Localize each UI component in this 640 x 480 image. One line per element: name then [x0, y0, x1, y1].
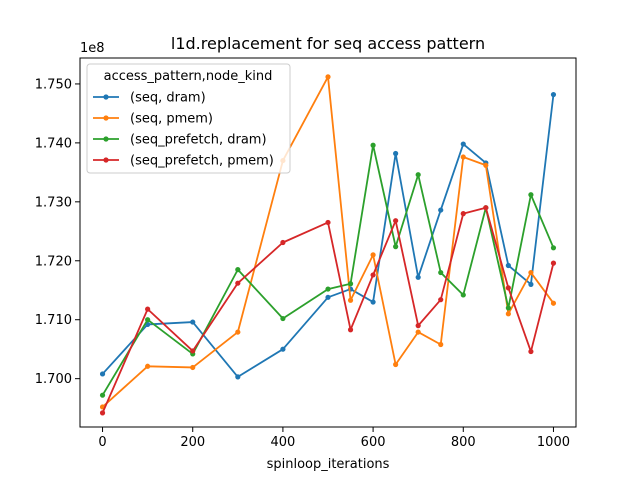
series-3: [99, 205, 557, 416]
data-point: [99, 392, 106, 398]
data-point: [190, 319, 196, 325]
legend-marker: [103, 136, 109, 142]
data-point: [438, 297, 444, 303]
data-point: [325, 294, 331, 300]
y-offset-label: 1e8: [80, 41, 105, 56]
data-point: [393, 361, 399, 368]
data-point: [235, 374, 241, 380]
y-tick-label: 1.710: [35, 313, 72, 328]
data-point: [280, 239, 286, 246]
legend-title: access_pattern,node_kind: [104, 69, 273, 84]
data-point: [190, 364, 196, 371]
data-point: [145, 317, 151, 323]
data-point: [438, 269, 444, 276]
x-tick-label: 800: [451, 435, 476, 450]
data-point: [370, 299, 376, 305]
y-tick-label: 1.700: [35, 372, 72, 387]
data-point: [505, 285, 511, 291]
data-point: [528, 269, 534, 276]
data-point: [415, 172, 421, 178]
x-axis: 0 200 400 600 800 1000: [98, 427, 570, 450]
data-point: [528, 281, 534, 287]
data-point: [370, 252, 376, 258]
data-point: [505, 262, 511, 269]
legend-label: (seq_prefetch, pmem): [130, 154, 274, 169]
data-point: [415, 274, 421, 280]
data-point: [528, 192, 534, 198]
data-point: [347, 327, 354, 333]
data-point: [550, 300, 557, 306]
data-point: [528, 348, 534, 355]
legend-marker: [103, 94, 109, 100]
data-point: [438, 207, 444, 213]
x-tick-label: 600: [361, 435, 386, 450]
data-point: [393, 150, 399, 157]
y-tick-label: 1.740: [35, 136, 72, 151]
data-point: [235, 280, 241, 286]
x-tick-label: 0: [98, 435, 106, 450]
data-point: [235, 267, 241, 273]
data-point: [393, 218, 399, 224]
data-point: [505, 305, 511, 311]
data-point: [325, 219, 331, 226]
series-line: [101, 206, 555, 414]
legend-label: (seq, pmem): [130, 112, 213, 127]
data-point: [370, 142, 376, 148]
data-point: [483, 162, 489, 168]
plot-area: [99, 74, 557, 416]
data-point: [460, 292, 466, 298]
legend-label: (seq, dram): [130, 91, 206, 106]
series-line: [101, 144, 555, 396]
legend-entry: (seq_prefetch, pmem): [93, 154, 274, 169]
data-point: [235, 329, 241, 335]
data-point: [505, 311, 511, 317]
data-point: [550, 245, 557, 251]
data-point: [347, 297, 354, 303]
data-point: [190, 348, 196, 354]
y-tick-label: 1.730: [35, 195, 72, 210]
legend: access_pattern,node_kind (seq, dram) (seq…: [86, 63, 291, 174]
data-point: [460, 211, 466, 217]
x-tick-label: 200: [180, 435, 205, 450]
data-point: [370, 272, 376, 278]
series-line: [101, 75, 555, 408]
data-point: [393, 244, 399, 250]
legend-entry: (seq, dram): [93, 91, 206, 106]
legend-marker: [103, 157, 109, 163]
data-point: [280, 346, 286, 352]
data-point: [460, 154, 466, 160]
data-point: [415, 329, 421, 335]
plot-frame: [79, 57, 577, 428]
y-tick-label: 1.750: [35, 77, 72, 92]
legend-box: [86, 63, 291, 174]
data-point: [280, 315, 286, 322]
legend-entry: (seq_prefetch, dram): [93, 133, 267, 148]
x-axis-label: spinloop_iterations: [267, 457, 390, 472]
data-point: [99, 410, 106, 416]
data-point: [145, 306, 151, 312]
y-tick-label: 1.720: [35, 254, 72, 269]
data-point: [415, 323, 421, 329]
data-point: [325, 286, 331, 292]
data-point: [550, 260, 557, 266]
data-point: [347, 281, 354, 287]
data-point: [145, 363, 151, 369]
data-point: [550, 91, 557, 98]
data-point: [438, 341, 444, 348]
data-point: [99, 371, 106, 377]
x-tick-label: 1000: [537, 435, 570, 450]
y-axis: 1.700 1.710 1.720 1.730 1.740 1.750: [35, 77, 80, 387]
data-point: [483, 205, 489, 211]
series-1: [99, 74, 557, 410]
legend-marker: [103, 115, 109, 121]
chart-title: l1d.replacement for seq access pattern: [171, 34, 485, 53]
x-tick-label: 400: [270, 435, 295, 450]
data-point: [460, 141, 466, 147]
legend-entry: (seq, pmem): [93, 112, 213, 127]
legend-label: (seq_prefetch, dram): [130, 133, 267, 148]
data-point: [325, 74, 331, 80]
